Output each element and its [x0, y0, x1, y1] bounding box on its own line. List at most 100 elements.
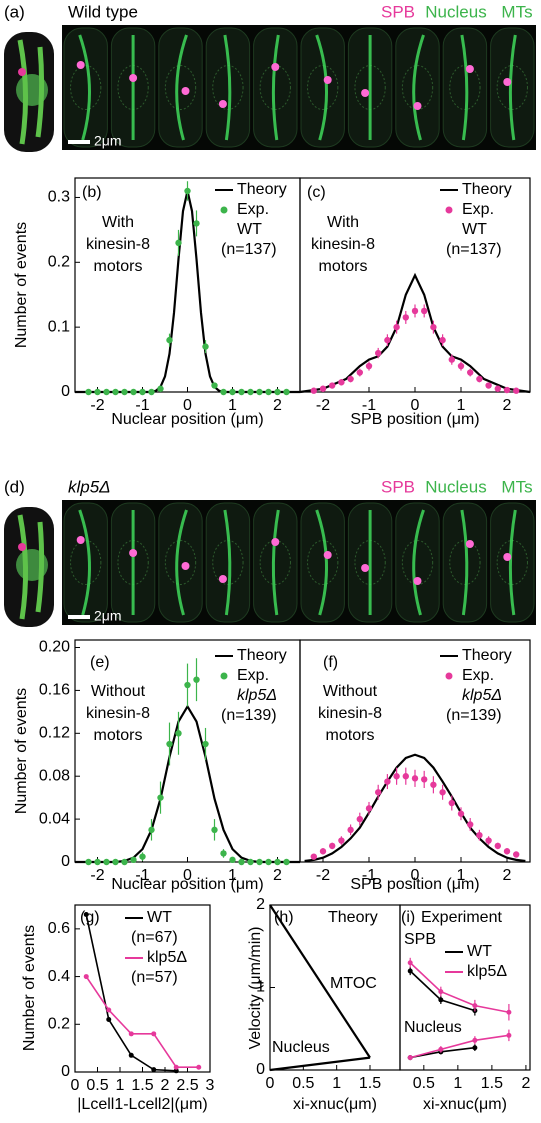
- data-point: [421, 776, 428, 783]
- panel-label: (c): [307, 184, 326, 201]
- data-point: [85, 388, 92, 396]
- data-point: [247, 388, 254, 396]
- microtubule: [315, 34, 329, 141]
- panel-label: (g): [80, 909, 100, 926]
- legend-label: Exp.: [237, 201, 269, 218]
- data-point: [85, 858, 92, 866]
- y-tick-label: 0.3: [48, 189, 70, 206]
- data-point: [319, 385, 327, 392]
- annotation: kinesin-8: [86, 236, 150, 253]
- panel-label: (i): [401, 909, 415, 926]
- x-tick-label: 1: [116, 1077, 125, 1094]
- annotation: motors: [94, 258, 143, 275]
- annotation: motors: [94, 727, 143, 744]
- microtubule: [460, 34, 469, 141]
- cell-outline: [63, 27, 108, 148]
- legend-note: klp5Δ: [237, 687, 277, 704]
- spb-dot: [503, 78, 512, 86]
- x-tick-label: 0.5: [292, 1075, 314, 1092]
- legend-label: klp5Δ: [147, 949, 187, 966]
- x-axis-label: Nuclear position (μm): [111, 411, 263, 428]
- data-point: [196, 1064, 202, 1070]
- legend-symbol: [445, 672, 453, 680]
- cell-nucleus: [307, 540, 339, 585]
- data-point: [310, 853, 317, 860]
- spb-dot: [271, 538, 280, 546]
- legend-label: Exp.: [237, 667, 269, 684]
- legend-label: Theory: [237, 181, 287, 198]
- x-tick-label: -1: [135, 867, 149, 884]
- panel-label: (h): [274, 909, 294, 926]
- y-tick-label: 1: [256, 979, 265, 996]
- data-point: [83, 912, 89, 918]
- microtubule: [508, 34, 517, 141]
- panel-label: (b): [82, 184, 102, 201]
- data-point: [106, 1007, 112, 1013]
- y-tick-label: 0: [61, 1063, 70, 1080]
- series-line: [304, 753, 526, 863]
- data-point: [439, 789, 446, 796]
- annotation: Theory: [328, 909, 378, 926]
- data-point: [103, 858, 110, 866]
- y-tick-label: 2: [256, 896, 265, 913]
- data-point: [356, 815, 363, 823]
- spb-dot: [181, 87, 190, 95]
- series-line: [410, 1034, 510, 1059]
- data-point: [175, 239, 182, 247]
- data-point: [402, 314, 409, 321]
- microtubule: [460, 509, 469, 616]
- annotation: Without: [91, 683, 146, 700]
- data-point: [121, 858, 128, 866]
- data-point: [467, 369, 474, 376]
- series-line: [269, 904, 371, 1059]
- spb-dot: [323, 76, 332, 84]
- cell-outline: [300, 27, 345, 148]
- channel-label: Nucleus: [425, 2, 486, 21]
- y-tick-label: 0.04: [39, 810, 70, 827]
- data-point: [384, 336, 391, 344]
- legend-note: (n=137): [221, 241, 277, 258]
- x-tick-label: 2: [161, 1077, 170, 1094]
- data-point: [238, 388, 245, 396]
- data-point: [166, 740, 173, 748]
- data-point: [112, 858, 119, 866]
- cell-outline: [490, 502, 535, 623]
- x-tick-label: 1: [453, 1075, 462, 1092]
- spb-dot: [413, 102, 422, 110]
- data-point: [128, 1052, 134, 1058]
- data-point: [220, 388, 227, 396]
- data-point: [393, 323, 400, 331]
- legend-note: (n=137): [446, 241, 502, 258]
- x-tick-label: 2.5: [176, 1077, 198, 1094]
- data-point: [494, 385, 501, 392]
- x-tick-label: 1: [457, 397, 466, 414]
- cartoon-spb: [18, 68, 26, 76]
- data-point: [338, 379, 345, 386]
- series-line: [269, 1056, 371, 1072]
- data-point: [193, 220, 200, 227]
- x-axis-label: SPB position (μm): [350, 876, 479, 893]
- data-point: [467, 821, 474, 828]
- spb-dot: [271, 63, 280, 71]
- data-point: [256, 858, 263, 866]
- legend-note: WT: [237, 221, 262, 238]
- legend-label: Theory: [462, 181, 512, 198]
- data-point: [503, 386, 511, 394]
- data-point: [472, 1037, 478, 1043]
- data-point: [375, 789, 382, 796]
- x-tick-label: -2: [316, 397, 330, 414]
- x-tick-label: 1.5: [131, 1077, 153, 1094]
- data-point: [513, 851, 520, 858]
- microtubule: [175, 509, 188, 616]
- spb-dot: [503, 553, 512, 561]
- data-point: [476, 375, 483, 383]
- data-point: [319, 848, 327, 855]
- data-point: [472, 1045, 478, 1051]
- data-point: [103, 388, 110, 396]
- series-line: [299, 272, 531, 394]
- data-point: [407, 1055, 413, 1061]
- spb-dot: [129, 74, 138, 82]
- annotation: motors: [319, 258, 368, 275]
- annotation: kinesin-8: [311, 236, 375, 253]
- microtubule: [271, 509, 280, 616]
